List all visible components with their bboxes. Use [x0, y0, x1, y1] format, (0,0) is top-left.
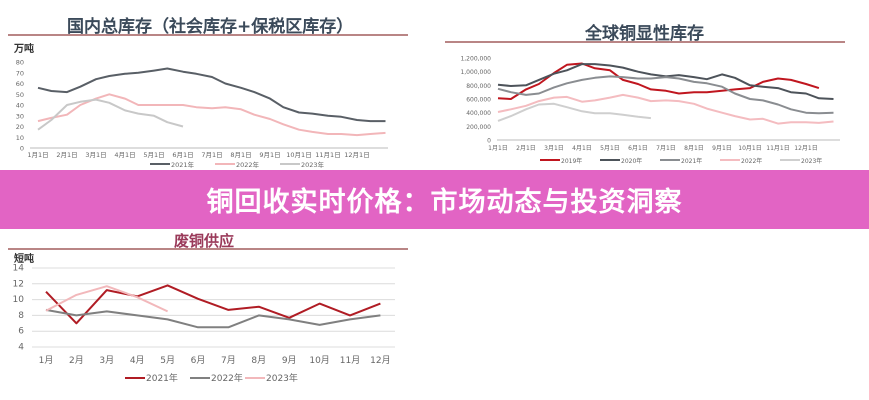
chart3-xtick-label: 12月: [370, 355, 390, 366]
chart2-xtick-label: 8月1日: [684, 145, 704, 152]
chart3-legend-label: 2023年: [266, 372, 298, 384]
chart2-ytick-label: 800,000: [466, 83, 491, 90]
chart2-legend-label: 2021年: [681, 157, 702, 165]
chart2-ytick-label: 0: [487, 138, 491, 145]
chart1-series-line-2023年: [37, 98, 184, 131]
chart3-legend-label: 2021年: [146, 372, 178, 384]
chart2-xtick-label: 5月1日: [600, 145, 620, 152]
chart2-xtick-label: 12月1日: [794, 145, 817, 152]
chart2-xtick-label: 2月1日: [516, 145, 536, 152]
chart3-xtick-label: 6月: [191, 355, 206, 366]
chart1-unit-label: 万吨: [14, 44, 34, 55]
chart3-title: 废铜供应: [174, 232, 235, 250]
chart1-xtick-label: 11月1日: [315, 151, 340, 159]
chart2-series-line-2019年: [497, 62, 820, 100]
chart3-ytick-label: 12: [13, 279, 24, 289]
chart2-ytick-label: 400,000: [466, 110, 491, 117]
chart1-xtick-label: 5月1日: [143, 151, 164, 159]
chart1-ytick-label: 0: [20, 145, 24, 153]
chart1-series-line-2021年: [37, 67, 386, 123]
chart2-xtick-label: 4月1日: [572, 145, 592, 152]
chart2-legend-label: 2022年: [741, 157, 762, 165]
chart2-ytick-label: 1,200,000: [460, 56, 491, 63]
chart3-series-line-2022年: [45, 308, 381, 329]
chart3-title-rule: [8, 248, 408, 250]
chart1-ytick-label: 40: [16, 102, 24, 110]
chart3-ytick-label: 10: [13, 295, 25, 305]
chart2-legend-label: 2023年: [801, 157, 822, 165]
chart1-xtick-label: 12月1日: [344, 151, 369, 159]
chart2-xtick-label: 7月1日: [656, 145, 676, 152]
chart1-ytick-label: 10: [16, 134, 24, 142]
chart1-ytick-label: 20: [16, 123, 24, 131]
chart1-title-rule: [8, 34, 408, 36]
chart3-series-line-2021年: [45, 284, 381, 325]
chart3-legend-label: 2022年: [211, 372, 243, 384]
chart3-xtick-label: 5月: [160, 355, 175, 366]
chart1-xtick-label: 1月1日: [27, 151, 48, 159]
chart1-xtick-label: 3月1日: [85, 151, 106, 159]
chart3-ytick-label: 4: [18, 343, 24, 353]
chart3-xtick-label: 1月: [39, 355, 54, 366]
chart3-xtick-label: 3月: [99, 355, 114, 366]
chart2-ytick-label: 200,000: [466, 124, 491, 131]
chart1-series-line-2022年: [37, 93, 386, 137]
chart2-legend-label: 2020年: [621, 157, 642, 165]
chart2-ytick-label: 1,000,000: [460, 69, 491, 76]
chart3-ytick-label: 8: [18, 311, 24, 321]
chart2-xtick-label: 1月1日: [488, 145, 508, 152]
title-banner: 铜回收实时价格：市场动态与投资洞察: [0, 170, 869, 229]
chart1-legend-label: 2021年: [171, 160, 195, 169]
chart2-xtick-label: 6月1日: [628, 145, 648, 152]
chart3-xtick-label: 9月: [282, 355, 297, 366]
chart1-ytick-label: 80: [16, 59, 24, 67]
chart1-title: 国内总库存（社会库存+保税区库存）: [67, 17, 354, 37]
chart1-xtick-label: 8月1日: [230, 151, 251, 159]
chart1-xtick-label: 4月1日: [114, 151, 135, 159]
chart1-xtick-label: 10月1日: [286, 151, 311, 159]
chart2-series-line-2022年: [497, 93, 834, 125]
chart3-xtick-label: 10月: [309, 355, 329, 366]
chart1-ytick-label: 70: [16, 69, 24, 77]
chart1-legend-label: 2023年: [301, 160, 325, 169]
chart2-xtick-label: 10月1日: [738, 145, 761, 152]
chart2-ytick-label: 600,000: [466, 97, 491, 104]
chart3-unit-label: 短吨: [14, 254, 34, 265]
chart1-legend-label: 2022年: [236, 160, 260, 169]
chart3-series-line-2023年: [45, 285, 169, 313]
chart3-ytick-label: 6: [18, 327, 24, 337]
banner-title: 铜回收实时价格：市场动态与投资洞察: [206, 187, 683, 218]
chart2-xtick-label: 9月1日: [712, 145, 732, 152]
chart1-ytick-label: 50: [16, 91, 24, 99]
chart1-xtick-label: 9月1日: [259, 151, 280, 159]
chart2-title-rule: [445, 41, 845, 43]
chart1-ytick-label: 30: [16, 112, 24, 120]
chart2-xtick-label: 3月1日: [544, 145, 564, 152]
chart3-xtick-label: 2月: [69, 355, 84, 366]
chart2-title: 全球铜显性库存: [585, 24, 704, 44]
chart2-series-line-2020年: [497, 63, 834, 100]
chart2-legend-label: 2019年: [561, 157, 582, 165]
chart2-xtick-label: 11月1日: [766, 145, 789, 152]
chart1-xtick-label: 6月1日: [172, 151, 193, 159]
chart2-series-line-2021年: [497, 75, 834, 115]
chart3-xtick-label: 4月: [130, 355, 145, 366]
chart1-ytick-label: 60: [16, 80, 24, 88]
chart1-xtick-label: 2月1日: [56, 151, 77, 159]
chart3-xtick-label: 11月: [340, 355, 360, 366]
chart1-xtick-label: 7月1日: [201, 151, 222, 159]
chart3-ytick-label: 14: [13, 264, 25, 274]
chart3-xtick-label: 7月: [221, 355, 236, 366]
chart3-xtick-label: 8月: [251, 355, 266, 366]
chart2-series-line-2023年: [497, 102, 652, 122]
